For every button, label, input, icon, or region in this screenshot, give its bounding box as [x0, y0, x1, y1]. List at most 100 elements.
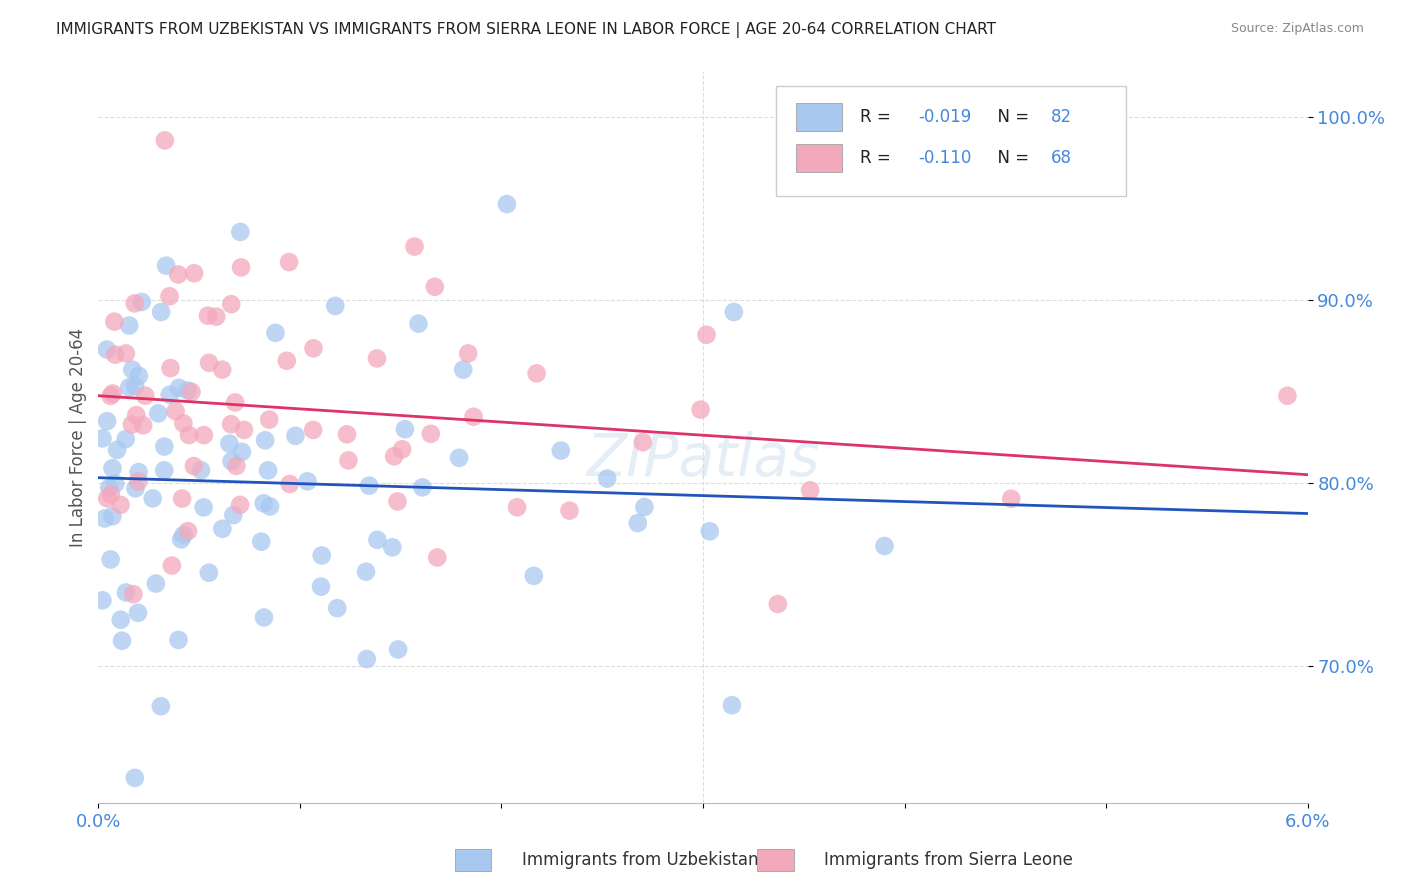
Point: [177, 428, 200, 442]
Point: [121, 362, 143, 376]
Point: [124, 771, 146, 785]
FancyBboxPatch shape: [776, 86, 1126, 195]
Point: [689, 402, 711, 417]
Text: -0.019: -0.019: [918, 108, 972, 126]
Text: N =: N =: [987, 108, 1035, 126]
Point: [451, 362, 474, 376]
Point: [167, 381, 190, 395]
Point: [276, 353, 298, 368]
Point: [101, 386, 124, 401]
Point: [721, 698, 744, 713]
Point: [394, 422, 416, 436]
Point: [219, 417, 242, 432]
Point: [96, 343, 118, 357]
Point: [596, 472, 619, 486]
Point: [125, 408, 148, 422]
Point: [523, 569, 546, 583]
Point: [110, 613, 132, 627]
Point: [127, 475, 149, 489]
Text: -0.110: -0.110: [918, 149, 972, 167]
Point: [198, 566, 221, 580]
Point: [104, 476, 127, 491]
Point: [496, 197, 519, 211]
Point: [387, 642, 409, 657]
Text: R =: R =: [860, 108, 896, 126]
Point: [219, 297, 242, 311]
Point: [173, 528, 195, 542]
Point: [127, 606, 149, 620]
Point: [633, 500, 655, 514]
Text: N =: N =: [987, 149, 1035, 167]
Point: [259, 500, 281, 514]
Point: [176, 384, 198, 398]
Point: [211, 522, 233, 536]
Point: [122, 587, 145, 601]
Point: [148, 406, 170, 420]
Point: [873, 539, 896, 553]
Point: [387, 494, 409, 508]
Point: [118, 380, 141, 394]
Y-axis label: In Labor Force | Age 20-64: In Labor Force | Age 20-64: [69, 327, 87, 547]
Point: [297, 475, 319, 489]
Point: [336, 427, 359, 442]
Point: [309, 580, 332, 594]
Point: [153, 440, 176, 454]
FancyBboxPatch shape: [796, 144, 842, 171]
Point: [101, 461, 124, 475]
Point: [337, 453, 360, 467]
Point: [366, 351, 388, 366]
Point: [506, 500, 529, 515]
Text: R =: R =: [860, 149, 896, 167]
Point: [278, 477, 301, 491]
Point: [225, 458, 247, 473]
Point: [311, 549, 333, 563]
Point: [172, 417, 194, 431]
FancyBboxPatch shape: [456, 849, 492, 871]
Point: [190, 463, 212, 477]
Point: [404, 239, 426, 253]
Point: [699, 524, 721, 539]
Point: [357, 478, 380, 492]
Point: [167, 268, 190, 282]
Point: [132, 418, 155, 433]
Text: 68: 68: [1052, 149, 1073, 167]
Point: [1277, 389, 1299, 403]
Point: [411, 480, 433, 494]
Text: ZIPatlas: ZIPatlas: [586, 431, 820, 488]
Point: [121, 417, 143, 432]
Point: [627, 516, 650, 530]
Point: [1000, 491, 1022, 506]
Point: [221, 454, 243, 468]
Point: [218, 436, 240, 450]
Point: [229, 225, 252, 239]
Point: [155, 259, 177, 273]
Point: [224, 395, 246, 409]
Point: [110, 498, 132, 512]
Point: [183, 458, 205, 473]
Point: [264, 326, 287, 340]
Point: [423, 279, 446, 293]
Point: [257, 412, 280, 426]
Point: [257, 463, 280, 477]
Point: [128, 465, 150, 479]
Point: [100, 552, 122, 566]
Text: IMMIGRANTS FROM UZBEKISTAN VS IMMIGRANTS FROM SIERRA LEONE IN LABOR FORCE | AGE : IMMIGRANTS FROM UZBEKISTAN VS IMMIGRANTS…: [56, 22, 997, 38]
Point: [159, 289, 181, 303]
Point: [463, 409, 485, 424]
Point: [302, 341, 325, 355]
Point: [323, 299, 346, 313]
Point: [128, 368, 150, 383]
Point: [229, 260, 252, 275]
Point: [96, 491, 118, 506]
Point: [172, 491, 194, 506]
Point: [115, 346, 138, 360]
Point: [145, 576, 167, 591]
Point: [153, 463, 176, 477]
Point: [222, 508, 245, 522]
Point: [165, 404, 187, 418]
Text: Immigrants from Sierra Leone: Immigrants from Sierra Leone: [824, 851, 1073, 869]
Point: [149, 699, 172, 714]
Point: [153, 133, 176, 147]
Point: [150, 305, 173, 319]
Point: [104, 348, 127, 362]
